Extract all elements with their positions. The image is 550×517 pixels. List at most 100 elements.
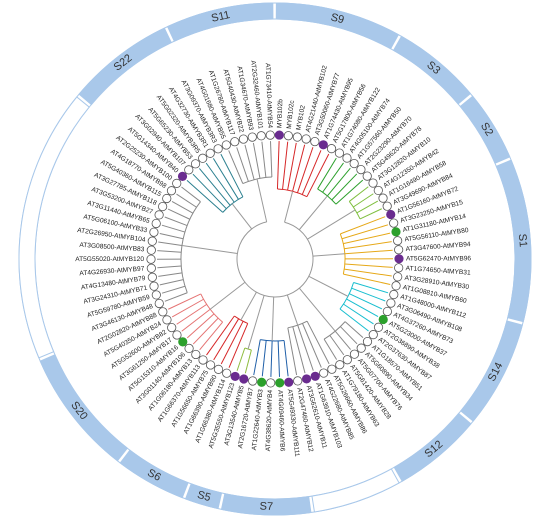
leaf-marker xyxy=(158,201,168,212)
branch xyxy=(346,298,379,318)
branch xyxy=(344,321,364,338)
branch xyxy=(356,200,379,214)
branch xyxy=(158,272,183,277)
branch xyxy=(159,233,184,240)
leaf-label: MYB102b xyxy=(276,99,284,129)
leaf-marker xyxy=(394,263,404,273)
branch xyxy=(213,318,240,361)
leaf-marker xyxy=(318,140,328,150)
leaf-marker xyxy=(149,281,159,291)
branch xyxy=(297,325,314,371)
branch xyxy=(205,162,235,203)
branch xyxy=(283,340,289,377)
branch xyxy=(198,168,231,206)
group-band xyxy=(220,493,312,516)
stem xyxy=(256,178,268,223)
branch xyxy=(343,273,391,285)
branch xyxy=(261,141,267,178)
stem xyxy=(298,195,328,231)
stem xyxy=(240,291,257,321)
branch xyxy=(334,330,352,350)
branch xyxy=(359,208,382,220)
leaf-marker xyxy=(178,337,188,347)
leaf-label: MYB102c xyxy=(286,99,296,129)
leaf-marker xyxy=(386,209,396,220)
leaf-label: AT5G55020-AtMYB120 xyxy=(75,256,144,263)
leaf-marker xyxy=(393,272,403,282)
branch xyxy=(157,265,182,269)
leaf-marker xyxy=(230,137,240,147)
branch xyxy=(171,200,194,214)
leaf-label: AT1G73410-AtMYB54 xyxy=(264,63,273,129)
branch xyxy=(244,144,255,180)
leaf-marker xyxy=(394,245,404,255)
leaf-marker xyxy=(373,322,384,332)
leaf-marker xyxy=(205,148,215,158)
leaf-marker xyxy=(284,377,294,387)
branch xyxy=(228,150,244,184)
branch xyxy=(351,287,386,302)
group-label: S9 xyxy=(329,11,345,26)
branch xyxy=(181,308,211,332)
leaf-marker xyxy=(342,153,352,163)
leaf-marker xyxy=(198,355,208,365)
branch xyxy=(158,241,183,246)
leaf-marker xyxy=(222,368,232,378)
stem xyxy=(298,287,336,332)
branch xyxy=(199,321,224,351)
branch xyxy=(176,193,197,208)
branch xyxy=(192,173,227,210)
branch xyxy=(220,321,244,365)
leaf-marker xyxy=(166,186,177,196)
leaf-label: AT3G47600-AtMYB94 xyxy=(405,241,471,253)
branch xyxy=(287,142,297,191)
branch xyxy=(236,147,249,182)
leaf-marker xyxy=(356,343,366,353)
branch xyxy=(323,338,338,360)
stem xyxy=(312,253,345,257)
leaf-marker xyxy=(319,368,329,378)
leaf-marker xyxy=(393,236,403,246)
group-band xyxy=(18,96,90,359)
branch xyxy=(353,193,374,208)
branch xyxy=(168,293,202,310)
branch xyxy=(176,303,207,325)
leaf-marker xyxy=(389,218,399,228)
group-band xyxy=(459,95,511,164)
branch xyxy=(343,232,391,245)
leaf-marker xyxy=(378,314,388,325)
leaf-label: AT5G62470-AtMYB96 xyxy=(406,255,471,262)
leaf-marker xyxy=(283,131,293,141)
leaf-marker xyxy=(184,165,194,175)
leaf-marker xyxy=(301,374,312,384)
stem xyxy=(209,281,246,310)
branch xyxy=(339,308,369,332)
leaf-marker xyxy=(247,132,257,142)
leaf-marker xyxy=(362,336,373,347)
group-label: S6 xyxy=(145,467,163,484)
leaf-marker xyxy=(151,290,161,300)
leaf-marker xyxy=(275,378,285,388)
group-label: S1 xyxy=(516,233,529,247)
leaf-marker xyxy=(362,171,372,181)
leaf-marker xyxy=(162,193,172,204)
branch xyxy=(329,335,345,356)
leaf-marker xyxy=(334,148,345,158)
leaf-marker xyxy=(238,134,249,144)
branch xyxy=(340,216,386,235)
leaf-marker xyxy=(349,158,359,169)
group-label: S7 xyxy=(259,501,273,513)
leaf-marker xyxy=(154,210,164,220)
leaf-marker xyxy=(378,193,388,203)
branch xyxy=(164,216,188,227)
branch xyxy=(306,320,330,365)
group-label: S5 xyxy=(196,489,212,504)
branch xyxy=(228,323,249,368)
group-label: S2 xyxy=(478,121,495,139)
leaf-marker xyxy=(274,130,284,140)
leaf-label: AT1G74650-AtMYB31 xyxy=(405,265,471,277)
stem xyxy=(308,275,349,297)
group-band xyxy=(392,35,472,105)
branch xyxy=(353,282,389,294)
branch xyxy=(181,186,201,203)
